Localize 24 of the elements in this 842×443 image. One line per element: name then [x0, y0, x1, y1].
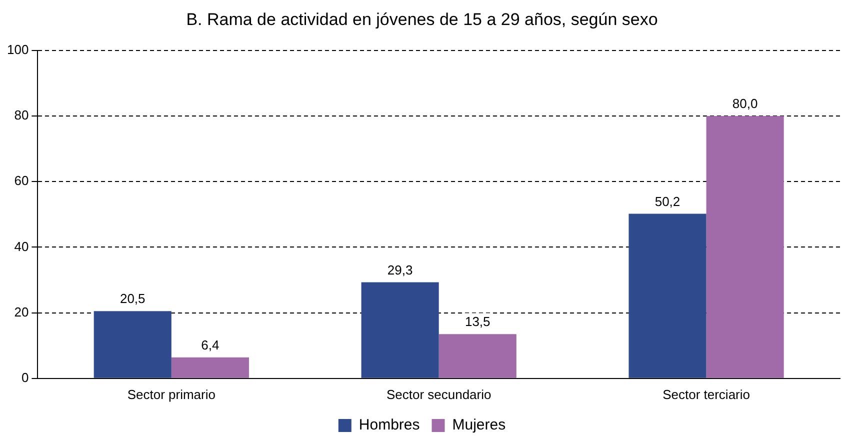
data-label: 50,2	[654, 194, 680, 209]
bar	[438, 334, 516, 378]
data-label: 29,3	[387, 262, 413, 278]
y-tick-label: 60	[14, 173, 29, 188]
x-tick-label: Sector secundario	[386, 386, 492, 402]
y-tick-label: 100	[6, 42, 29, 57]
y-tick-label: 40	[14, 238, 29, 254]
x-tick-label: Sector primario	[127, 386, 216, 402]
legend-label: Hombres	[358, 416, 420, 434]
y-tick-label: 0	[21, 370, 29, 385]
bar	[171, 357, 249, 378]
chart-title: B. Rama de actividad en jóvenes de 15 a 29 años, según sexo	[186, 10, 658, 29]
data-label: 6,4	[201, 337, 220, 352]
x-tick-label: Sector terciario	[662, 386, 750, 402]
bar	[706, 116, 784, 378]
bar	[361, 282, 439, 378]
bar	[94, 311, 172, 378]
data-label: 13,5	[464, 314, 490, 330]
data-label: 80,0	[732, 96, 758, 112]
data-label: 20,5	[120, 291, 146, 306]
y-tick-label: 80	[14, 108, 29, 123]
y-tick-label: 20	[14, 304, 29, 320]
bar	[628, 214, 706, 378]
legend-label: Mujeres	[452, 416, 506, 434]
